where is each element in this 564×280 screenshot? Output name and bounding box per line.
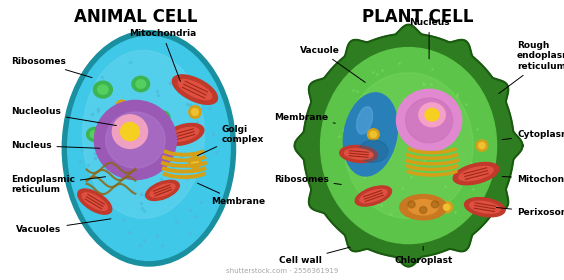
Ellipse shape <box>355 186 391 206</box>
Ellipse shape <box>453 162 499 185</box>
Text: Cell wall: Cell wall <box>279 247 350 265</box>
Text: Ribosomes: Ribosomes <box>274 175 341 185</box>
Polygon shape <box>294 25 523 267</box>
Text: Rough
endoplasmic
reticulum: Rough endoplasmic reticulum <box>499 41 564 94</box>
Ellipse shape <box>426 140 438 151</box>
Ellipse shape <box>189 106 201 118</box>
Text: Nucleus: Nucleus <box>11 141 100 150</box>
Ellipse shape <box>98 85 108 94</box>
Ellipse shape <box>136 80 146 88</box>
Ellipse shape <box>158 114 166 121</box>
Text: Membrane: Membrane <box>274 113 335 123</box>
Ellipse shape <box>192 159 199 166</box>
Ellipse shape <box>465 198 505 217</box>
Ellipse shape <box>359 140 388 162</box>
Text: Cytoplasm: Cytoplasm <box>502 130 564 140</box>
Text: Vacuole: Vacuole <box>300 46 365 82</box>
Ellipse shape <box>150 184 175 197</box>
Ellipse shape <box>95 101 176 179</box>
Text: Nucleolus: Nucleolus <box>11 108 116 125</box>
Ellipse shape <box>90 130 99 138</box>
Ellipse shape <box>82 193 107 210</box>
Text: Endoplasmic
reticulum: Endoplasmic reticulum <box>11 175 105 195</box>
Ellipse shape <box>431 201 439 208</box>
Ellipse shape <box>121 123 139 141</box>
Ellipse shape <box>169 127 199 141</box>
Ellipse shape <box>155 111 170 124</box>
Text: Nucleus: Nucleus <box>409 18 450 59</box>
Ellipse shape <box>192 109 199 115</box>
Ellipse shape <box>344 73 473 218</box>
Text: ANIMAL CELL: ANIMAL CELL <box>74 8 197 26</box>
Ellipse shape <box>340 146 378 162</box>
Ellipse shape <box>429 143 435 149</box>
Ellipse shape <box>320 48 496 244</box>
Ellipse shape <box>159 159 166 166</box>
Text: Membrane: Membrane <box>197 183 265 206</box>
Ellipse shape <box>360 189 387 203</box>
Ellipse shape <box>368 129 379 140</box>
Text: Golgi
complex: Golgi complex <box>197 125 265 156</box>
Ellipse shape <box>420 207 427 213</box>
Ellipse shape <box>118 103 125 110</box>
Text: Mitochondria: Mitochondria <box>129 29 196 81</box>
Ellipse shape <box>441 202 452 213</box>
Ellipse shape <box>425 109 439 121</box>
Text: Perixosome: Perixosome <box>496 207 564 217</box>
Ellipse shape <box>406 98 452 143</box>
Ellipse shape <box>112 115 148 148</box>
Text: PLANT CELL: PLANT CELL <box>362 8 473 26</box>
Ellipse shape <box>189 156 201 169</box>
Text: Vacuoles: Vacuoles <box>16 219 111 234</box>
Ellipse shape <box>408 199 438 215</box>
Text: Chloroplast: Chloroplast <box>394 246 452 265</box>
Ellipse shape <box>105 112 165 168</box>
Ellipse shape <box>178 80 212 100</box>
Ellipse shape <box>82 50 204 218</box>
Ellipse shape <box>116 100 128 113</box>
Ellipse shape <box>132 76 149 92</box>
Ellipse shape <box>146 180 179 200</box>
Ellipse shape <box>397 90 461 151</box>
Ellipse shape <box>343 93 398 176</box>
Ellipse shape <box>94 81 112 98</box>
Ellipse shape <box>370 131 377 137</box>
Ellipse shape <box>78 189 112 214</box>
Ellipse shape <box>408 201 415 208</box>
Ellipse shape <box>87 127 103 141</box>
Ellipse shape <box>68 36 230 260</box>
Text: Ribosomes: Ribosomes <box>11 57 92 78</box>
Ellipse shape <box>443 204 450 210</box>
Ellipse shape <box>156 156 169 169</box>
Ellipse shape <box>470 201 500 213</box>
Ellipse shape <box>419 103 445 127</box>
Ellipse shape <box>459 166 493 181</box>
Ellipse shape <box>356 107 373 134</box>
Ellipse shape <box>479 143 485 149</box>
Ellipse shape <box>173 75 218 104</box>
Ellipse shape <box>62 31 236 266</box>
Text: Mitochondrion: Mitochondrion <box>503 175 564 184</box>
Ellipse shape <box>164 123 204 145</box>
Ellipse shape <box>400 195 447 220</box>
Ellipse shape <box>345 149 373 159</box>
Text: shutterstock.com · 2556361919: shutterstock.com · 2556361919 <box>226 269 338 274</box>
Ellipse shape <box>476 140 488 151</box>
